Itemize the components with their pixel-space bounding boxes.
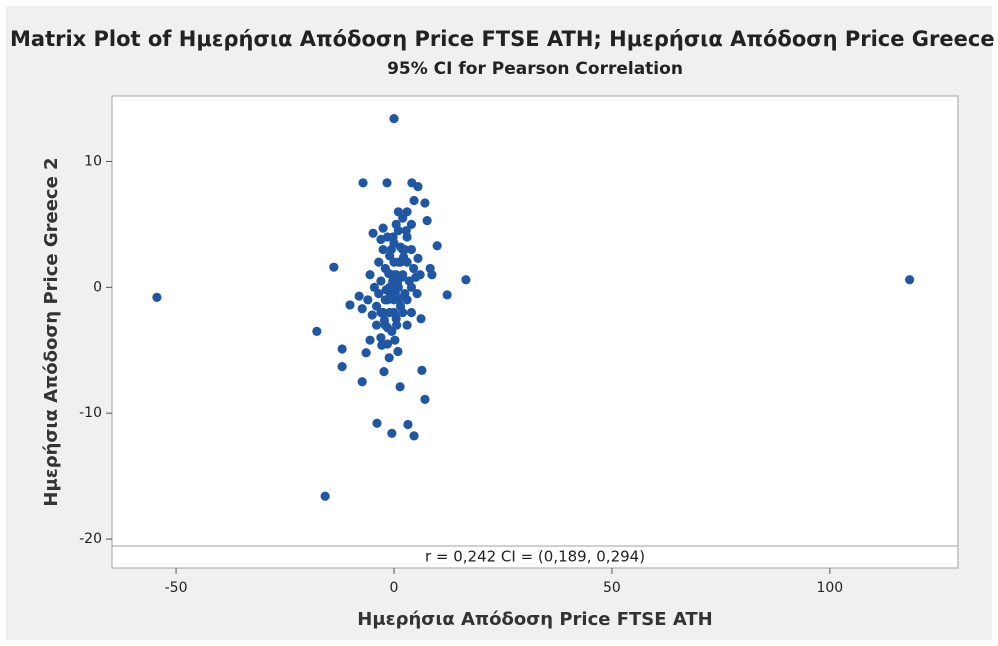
point xyxy=(406,307,417,318)
point xyxy=(387,428,397,438)
point xyxy=(406,244,417,255)
point xyxy=(413,182,423,192)
point xyxy=(395,382,405,392)
point xyxy=(389,257,399,267)
point xyxy=(409,431,419,441)
point xyxy=(374,289,384,299)
point xyxy=(391,219,401,229)
point xyxy=(422,216,432,226)
point xyxy=(363,295,373,305)
point xyxy=(413,253,423,263)
point xyxy=(376,276,386,286)
point xyxy=(376,333,386,343)
point xyxy=(320,491,330,501)
point xyxy=(398,307,408,318)
point xyxy=(393,346,403,357)
point xyxy=(354,291,364,301)
point xyxy=(409,263,419,274)
point xyxy=(337,362,347,372)
x-tick-label: 0 xyxy=(390,580,399,596)
point xyxy=(416,314,426,324)
y-tick-label: -20 xyxy=(79,531,102,547)
point xyxy=(367,310,377,320)
chart-subtitle: 95% CI for Pearson Correlation xyxy=(387,59,683,79)
point xyxy=(152,292,162,302)
point xyxy=(389,307,399,318)
point xyxy=(432,241,442,251)
point xyxy=(394,294,404,304)
point xyxy=(384,353,394,363)
point xyxy=(372,418,382,428)
annotation-box xyxy=(111,545,959,569)
point xyxy=(345,300,355,310)
point xyxy=(377,340,387,350)
point xyxy=(905,275,915,285)
point xyxy=(312,326,322,336)
point xyxy=(427,270,437,280)
point xyxy=(402,295,412,305)
point xyxy=(357,377,367,387)
y-axis-title: Ημερήσια Απόδοση Price Greece 2 xyxy=(41,157,62,506)
point xyxy=(420,394,430,404)
point xyxy=(374,257,384,267)
y-tick-label: 10 xyxy=(84,153,102,169)
point xyxy=(365,335,375,345)
point xyxy=(361,348,371,358)
point xyxy=(412,289,422,299)
point xyxy=(388,232,398,242)
point xyxy=(378,223,388,233)
point xyxy=(382,178,392,188)
point xyxy=(390,335,400,345)
point xyxy=(378,244,388,255)
point xyxy=(402,320,412,330)
chart-title: Matrix Plot of Ημερήσια Απόδοση Price FT… xyxy=(10,27,998,51)
point xyxy=(376,234,386,245)
point xyxy=(337,344,347,354)
point xyxy=(442,290,452,300)
x-axis-title: Ημερήσια Απόδοση Price FTSE ATH xyxy=(357,609,712,630)
point xyxy=(420,198,430,208)
plot-area xyxy=(111,95,959,569)
point xyxy=(402,207,412,217)
point xyxy=(357,304,367,314)
point xyxy=(378,307,388,318)
point xyxy=(382,322,393,333)
point xyxy=(371,301,382,311)
x-tick-label: -50 xyxy=(165,580,188,596)
annotation: r = 0,242 CI = (0,189, 0,294) xyxy=(425,548,645,566)
point xyxy=(417,365,427,375)
point xyxy=(371,320,382,330)
point xyxy=(461,275,471,285)
point xyxy=(358,178,368,188)
point xyxy=(415,270,425,280)
x-tick-label: 50 xyxy=(603,580,621,596)
point xyxy=(379,367,389,377)
point xyxy=(329,262,339,272)
point xyxy=(406,282,417,292)
points xyxy=(152,114,915,501)
point xyxy=(392,320,402,330)
point xyxy=(393,207,403,217)
point xyxy=(386,244,396,255)
point xyxy=(403,419,413,430)
x-tick-label: 100 xyxy=(816,580,843,596)
y-tick-label: -10 xyxy=(79,405,102,421)
point xyxy=(406,219,417,229)
point xyxy=(395,242,406,252)
point xyxy=(397,272,407,282)
point xyxy=(384,268,394,279)
point xyxy=(368,228,378,238)
point xyxy=(409,195,419,206)
y-tick-label: 0 xyxy=(93,279,102,295)
point xyxy=(379,315,390,325)
point xyxy=(398,252,409,262)
point xyxy=(401,226,411,236)
point xyxy=(389,114,399,124)
point xyxy=(365,270,375,280)
point xyxy=(381,285,391,295)
